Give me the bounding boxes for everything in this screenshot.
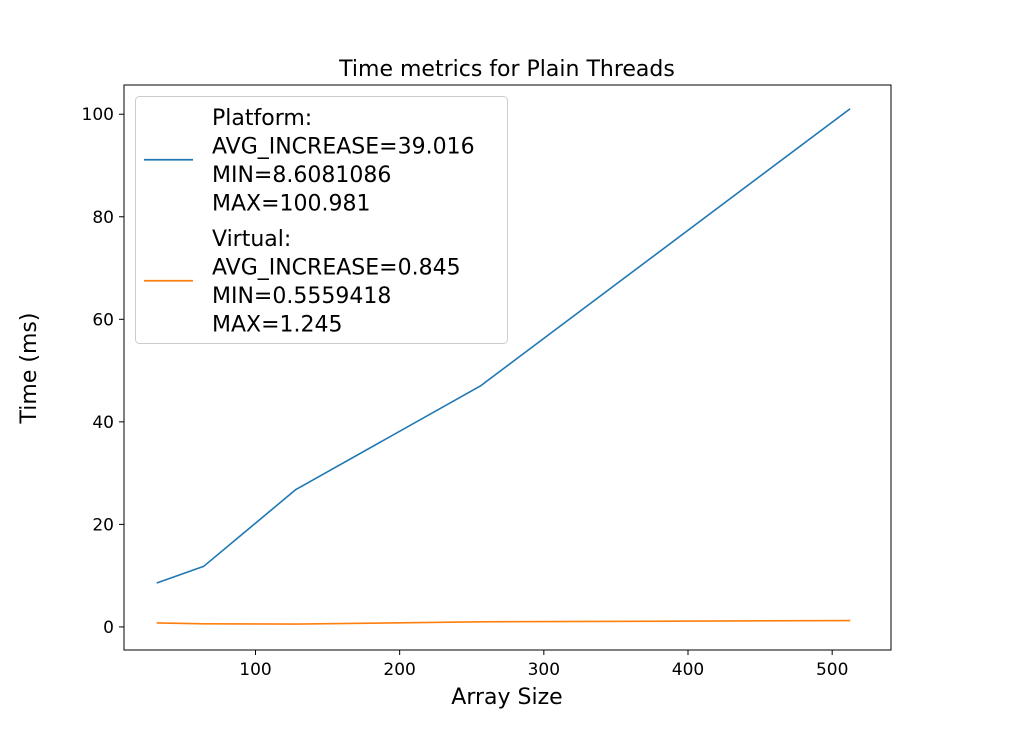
- y-axis: 0 20 40 60 80 100: [82, 105, 124, 638]
- y-tick-label: 0: [103, 618, 114, 638]
- legend-frame: [135, 96, 508, 344]
- y-tick-label: 80: [92, 208, 114, 228]
- legend-label: MIN=0.5559418: [212, 284, 391, 309]
- legend-label: Platform:: [212, 106, 312, 131]
- x-tick-label: 300: [528, 660, 560, 680]
- legend-label: Virtual:: [212, 227, 291, 252]
- y-axis-label: Time (ms): [17, 313, 42, 425]
- axes-frame: [123, 84, 892, 651]
- y-tick-label: 60: [92, 310, 114, 330]
- legend-label: MAX=1.245: [212, 313, 343, 338]
- y-tick-label: 100: [82, 105, 114, 125]
- x-axis-label: Array Size: [451, 685, 562, 710]
- legend-label: MIN=8.6081086: [212, 163, 391, 188]
- x-tick-label: 500: [816, 660, 848, 680]
- plot-area: [156, 108, 851, 625]
- x-tick-label: 100: [239, 660, 271, 680]
- y-tick-label: 20: [92, 515, 114, 535]
- legend-label: AVG_INCREASE=39.016: [212, 135, 475, 160]
- legend: Platform: AVG_INCREASE=39.016 MIN=8.608108…: [135, 96, 508, 344]
- x-tick-label: 400: [672, 660, 704, 680]
- y-tick-label: 40: [92, 413, 114, 433]
- chart-title: Time metrics for Plain Threads: [338, 57, 675, 82]
- legend-label: AVG_INCREASE=0.845: [212, 256, 461, 281]
- series-line-2: [156, 619, 851, 625]
- series-line-1: [156, 108, 851, 584]
- x-tick-label: 200: [383, 660, 415, 680]
- x-axis: 100 200 300 400 500: [239, 650, 848, 680]
- legend-label: MAX=100.981: [212, 192, 371, 217]
